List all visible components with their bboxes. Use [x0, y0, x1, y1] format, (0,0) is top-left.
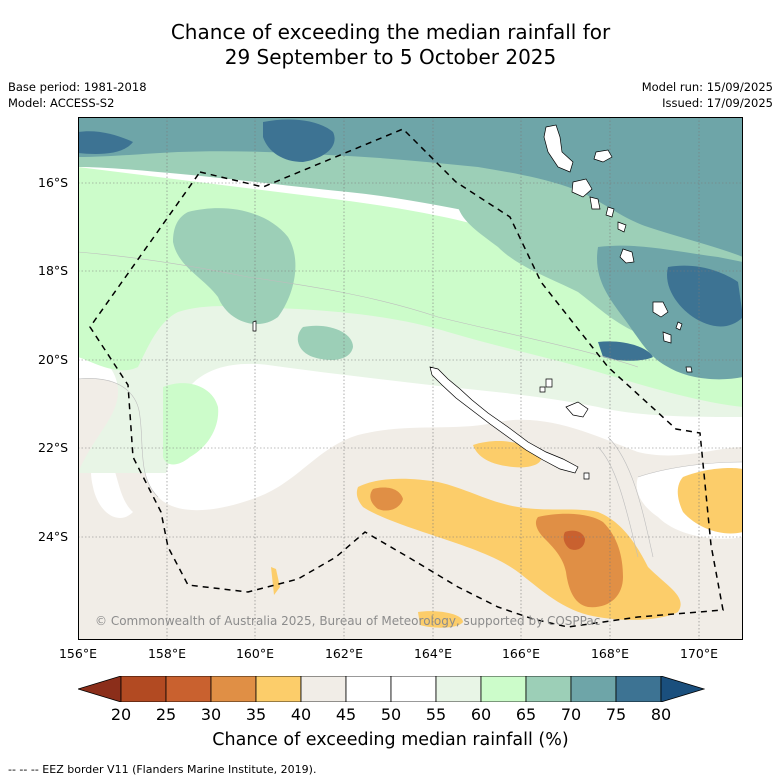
lon-label-168e: 168°E: [590, 646, 629, 661]
rainfall-map: [78, 117, 743, 640]
colorbar-tick-label: 40: [290, 705, 312, 724]
loyalty-islands: [539, 378, 589, 418]
colorbar-tick-label: 75: [605, 705, 627, 724]
shade-35-40-south: [418, 611, 463, 628]
colorbar-tick-label: 20: [110, 705, 132, 724]
shade-35-40-spike: [271, 567, 280, 595]
colorbar-segment: [570, 676, 617, 702]
colorbar-segment: [345, 676, 392, 702]
colorbar-tick-label: 60: [470, 705, 492, 724]
model-run: Model run: 15/09/2025: [641, 80, 773, 94]
shade-30-35-west: [370, 487, 403, 511]
shade-60-65-south-wedge: [163, 383, 219, 465]
shade-70-75-north: [78, 117, 743, 257]
shade-75-80-east-2: [598, 341, 653, 361]
contour-lines: [78, 251, 743, 558]
shade-75-80-east: [667, 265, 743, 327]
lon-label-156e: 156°E: [58, 646, 97, 661]
vanuatu-islands: [543, 124, 693, 373]
base-period: Base period: 1981-2018: [8, 80, 147, 94]
eez-footnote: -- -- -- EEZ border V11 (Flanders Marine…: [8, 763, 317, 776]
colorbar-segment: [165, 676, 212, 702]
title-line-2: 29 September to 5 October 2025: [224, 45, 557, 69]
colorbar-tick-label: 65: [515, 705, 537, 724]
colorbar-segment: [210, 676, 257, 702]
shade-35-40-east: [677, 467, 743, 534]
model-info: Base period: 1981-2018 Model: ACCESS-S2: [8, 79, 147, 111]
colorbar-segment: [390, 676, 437, 702]
colorbar-segment: [480, 676, 527, 702]
colorbar-segment: [300, 676, 347, 702]
lon-label-158e: 158°E: [147, 646, 186, 661]
lat-label-22s: 22°S: [38, 440, 69, 455]
shade-65-70-central-blob: [297, 325, 353, 360]
colorbar-tick-label: 25: [155, 705, 177, 724]
colorbar-extend-high: [660, 676, 705, 702]
lon-label-166e: 166°E: [501, 646, 540, 661]
colorbar-segment: [255, 676, 302, 702]
chart-title: Chance of exceeding the median rainfall …: [0, 20, 781, 70]
lat-label-24s: 24°S: [38, 529, 69, 544]
map-frame: [78, 117, 743, 640]
lon-label-170e: 170°E: [679, 646, 718, 661]
colorbar-segment: [615, 676, 662, 702]
title-line-1: Chance of exceeding the median rainfall …: [170, 20, 611, 44]
shade-65-70-west-blob: [173, 208, 296, 325]
colorbar-tick-label: 30: [200, 705, 222, 724]
eez-border: [89, 128, 724, 628]
colorbar-tick-label: 70: [560, 705, 582, 724]
colorbar-tick-label: 50: [380, 705, 402, 724]
lat-label-20s: 20°S: [38, 352, 69, 367]
colorbar-tick-label: 35: [245, 705, 267, 724]
colorbar-segment: [525, 676, 572, 702]
lon-label-162e: 162°E: [324, 646, 363, 661]
shade-75-80-nw: [78, 131, 133, 154]
model-name: Model: ACCESS-S2: [8, 96, 115, 110]
lon-label-164e: 164°E: [413, 646, 452, 661]
run-info: Model run: 15/09/2025 Issued: 17/09/2025: [642, 79, 773, 111]
small-island-west: [252, 320, 257, 332]
colorbar-label: Chance of exceeding median rainfall (%): [212, 730, 569, 750]
lat-label-16s: 16°S: [38, 175, 69, 190]
shade-75-80-north: [263, 119, 335, 162]
colorbar: [78, 676, 705, 702]
colorbar-segment: [120, 676, 167, 702]
colorbar-extend-low: [78, 676, 122, 702]
colorbar-segment: [435, 676, 482, 702]
lon-label-160e: 160°E: [235, 646, 274, 661]
new-caledonia-island: [429, 366, 579, 474]
copyright-credit: © Commonwealth of Australia 2025, Bureau…: [95, 614, 601, 628]
map-panel: [78, 117, 743, 640]
shade-25-30-core: [563, 530, 585, 550]
colorbar-tick-label: 45: [335, 705, 357, 724]
issued-date: Issued: 17/09/2025: [662, 96, 773, 110]
lat-label-18s: 18°S: [38, 263, 69, 278]
small-island-south: [583, 472, 590, 480]
colorbar-tick-label: 80: [650, 705, 672, 724]
colorbar-tick-label: 55: [425, 705, 447, 724]
graticule: [78, 117, 743, 640]
